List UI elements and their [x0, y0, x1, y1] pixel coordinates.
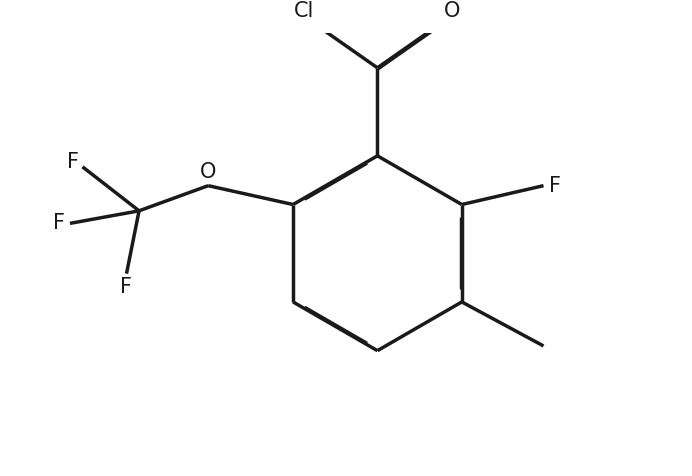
Text: F: F: [67, 152, 80, 172]
Text: O: O: [200, 162, 217, 182]
Text: F: F: [549, 176, 561, 196]
Text: F: F: [120, 277, 132, 297]
Text: Cl: Cl: [294, 0, 315, 20]
Text: O: O: [444, 0, 459, 20]
Text: F: F: [53, 213, 65, 233]
